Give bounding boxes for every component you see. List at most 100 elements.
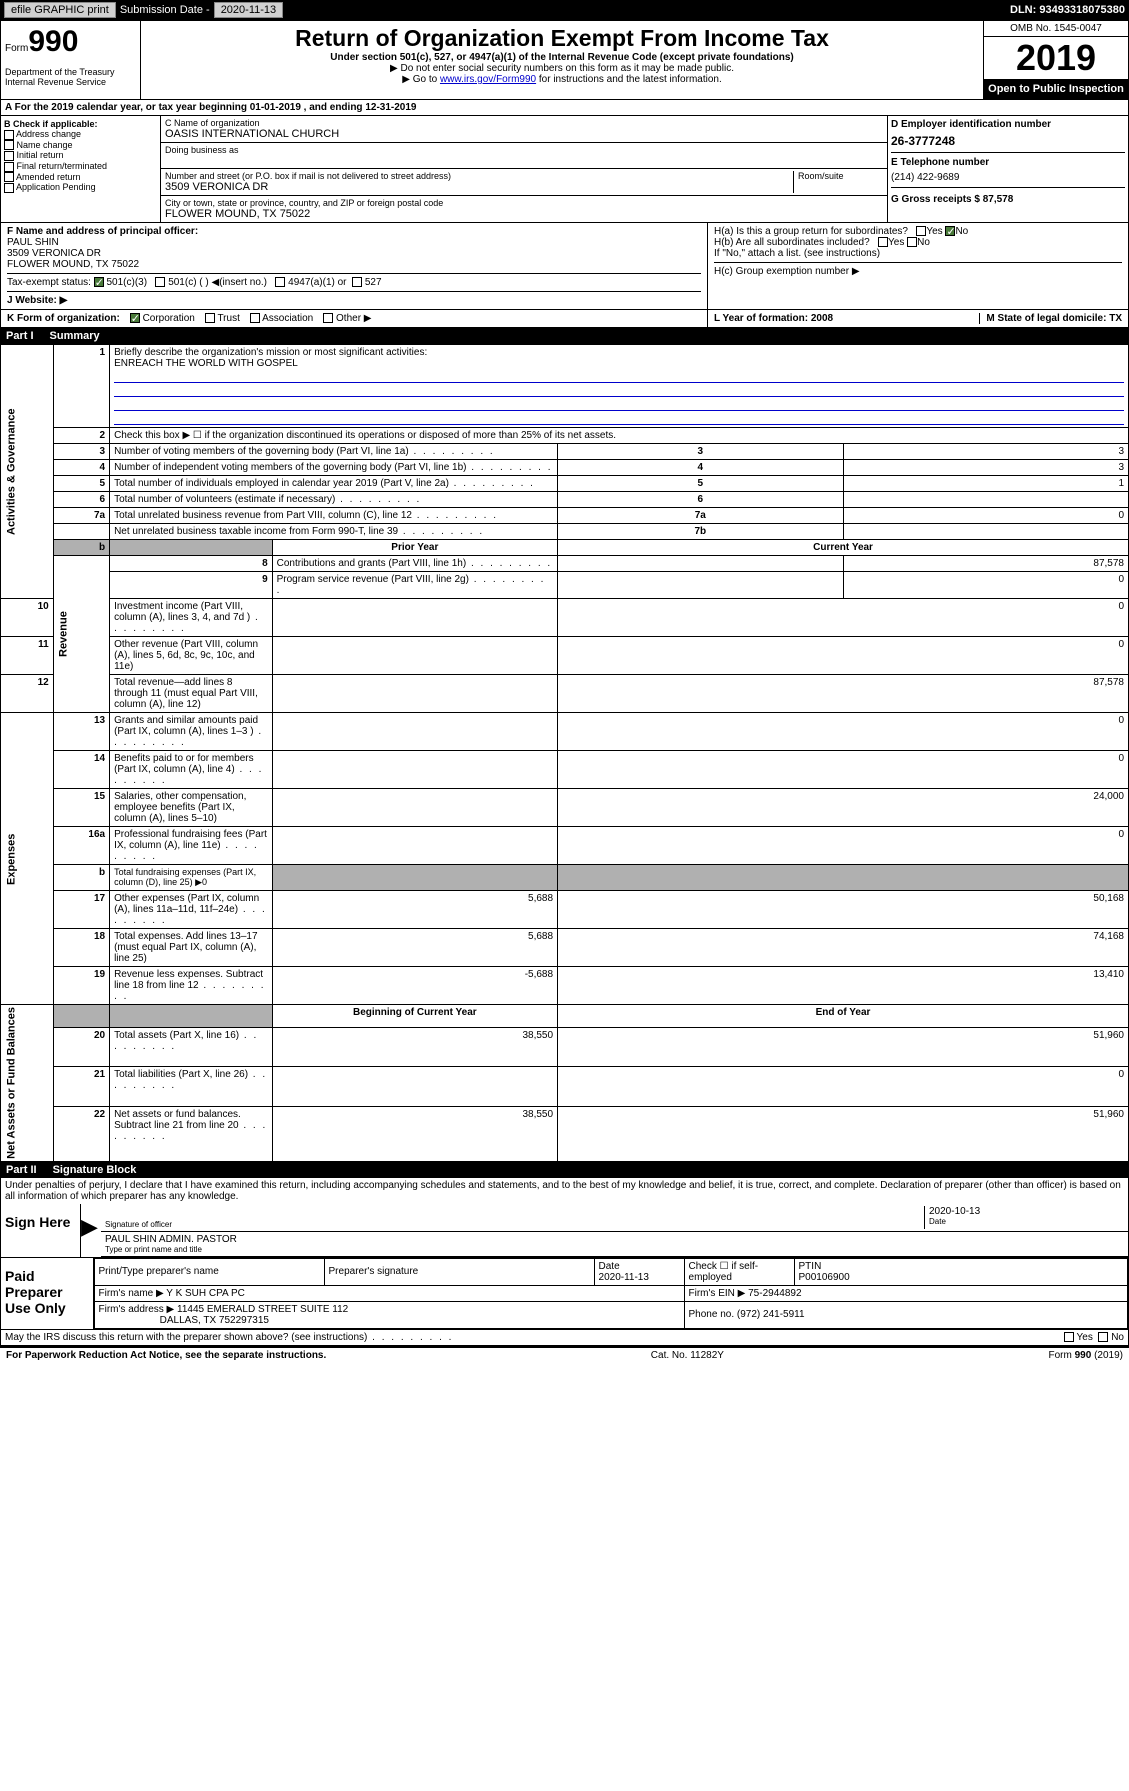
chk-corp[interactable] [130,313,140,323]
box-b-label: B Check if applicable: [4,119,157,129]
chk-final[interactable]: Final return/terminated [4,161,157,172]
discuss-no[interactable] [1098,1332,1108,1342]
firm-phone-label: Phone no. [689,1309,735,1320]
vlabel-expenses: Expenses [1,713,54,1005]
print-name-label: Type or print name and title [105,1245,237,1254]
hb-no[interactable] [907,237,917,247]
tax-year: 2019 [984,37,1128,79]
chk-address[interactable]: Address change [4,129,157,140]
ha-row: H(a) Is this a group return for subordin… [714,226,1122,237]
table-row: 14Benefits paid to or for members (Part … [1,751,1129,789]
perjury-text: Under penalties of perjury, I declare th… [1,1178,1128,1204]
hc-row: H(c) Group exemption number ▶ [714,262,1122,277]
q1-answer: ENREACH THE WORLD WITH GOSPEL [114,358,1124,369]
title-block: Return of Organization Exempt From Incom… [141,21,983,99]
opt-527: 527 [365,277,382,288]
beg-year-hdr: Beginning of Current Year [272,1005,557,1028]
org-address: 3509 VERONICA DR [165,181,793,193]
hb-yes[interactable] [878,237,888,247]
chk-527[interactable] [352,277,362,287]
chk-501c[interactable] [155,277,165,287]
year-formation: L Year of formation: 2008 [714,313,979,324]
firm-addr-label: Firm's address ▶ [99,1304,175,1315]
table-row: 6Total number of volunteers (estimate if… [1,492,1129,508]
tax-status-label: Tax-exempt status: [7,277,91,288]
chk-pending[interactable]: Application Pending [4,182,157,193]
instructions-link[interactable]: www.irs.gov/Form990 [440,74,536,85]
firm-ein: 75-2944892 [748,1288,801,1299]
prep-date: 2020-11-13 [599,1272,649,1283]
note2-pre: ▶ Go to [402,74,440,85]
sig-officer-label: Signature of officer [105,1220,924,1229]
table-row: 18Total expenses. Add lines 13–17 (must … [1,929,1129,967]
table-row: 12Total revenue—add lines 8 through 11 (… [1,675,1129,713]
part1-title: Summary [50,330,100,342]
ptin-hdr: PTIN [799,1261,822,1272]
hb-note: If "No," attach a list. (see instruction… [714,248,1122,259]
form-header: Form990 Department of the Treasury Inter… [0,20,1129,100]
dba-label: Doing business as [165,145,883,155]
ein-value: 26-3777248 [891,130,1125,152]
note2-post: for instructions and the latest informat… [536,74,722,85]
chk-other[interactable] [323,313,333,323]
officer-addr1: 3509 VERONICA DR [7,248,701,259]
table-row: 21Total liabilities (Part X, line 26)0 [1,1067,1129,1106]
footer-left: For Paperwork Reduction Act Notice, see … [6,1350,326,1361]
chk-501c3[interactable] [94,277,104,287]
hb-row: H(b) Are all subordinates included? Yes … [714,237,1122,248]
ha-yes[interactable] [916,226,926,236]
row-text: Number of voting members of the governin… [110,444,558,460]
form-prefix: Form [5,43,28,54]
opt-trust: Trust [217,313,239,324]
table-row: 17Other expenses (Part IX, column (A), l… [1,891,1129,929]
chk-trust[interactable] [205,313,215,323]
table-row: bTotal fundraising expenses (Part IX, co… [1,865,1129,891]
addr-label: Number and street (or P.O. box if mail i… [165,171,793,181]
prep-self-hdr: Check ☐ if self-employed [684,1258,794,1285]
discuss-yes[interactable] [1064,1332,1074,1342]
table-row: Net unrelated business taxable income fr… [1,524,1129,540]
part2-title: Signature Block [53,1164,137,1176]
chk-assoc[interactable] [250,313,260,323]
efile-button[interactable]: efile GRAPHIC print [4,2,116,18]
chk-amended[interactable]: Amended return [4,172,157,183]
current-year-hdr: Current Year [558,540,1129,556]
ha-no[interactable] [945,226,955,236]
gross-receipts: G Gross receipts $ 87,578 [891,187,1125,205]
firm-phone: (972) 241-5911 [737,1309,805,1320]
table-row: 10Investment income (Part VIII, column (… [1,599,1129,637]
row-value: 3 [843,444,1129,460]
paid-preparer-label: Paid Preparer Use Only [1,1258,94,1329]
form-title: Return of Organization Exempt From Incom… [145,25,979,52]
q2-text: Check this box ▶ ☐ if the organization d… [110,428,1129,444]
section-fhijk: F Name and address of principal officer:… [0,223,1129,328]
period-line: A For the 2019 calendar year, or tax yea… [0,100,1129,116]
table-row: 3 Number of voting members of the governi… [1,444,1129,460]
box-c: C Name of organization OASIS INTERNATION… [161,116,888,222]
chk-name[interactable]: Name change [4,140,157,151]
row-num: 1 [53,345,109,428]
form-subtitle: Under section 501(c), 527, or 4947(a)(1)… [145,52,979,63]
name-label: C Name of organization [165,118,883,128]
part1-num: Part I [6,330,50,342]
form-number: 990 [28,25,78,58]
table-row: 11Other revenue (Part VIII, column (A), … [1,637,1129,675]
officer-name: PAUL SHIN [7,237,701,248]
section-abcdef: B Check if applicable: Address change Na… [0,116,1129,223]
signature-section: Under penalties of perjury, I declare th… [0,1178,1129,1347]
officer-addr2: FLOWER MOUND, TX 75022 [7,259,701,270]
omb-number: OMB No. 1545-0047 [984,21,1128,37]
firm-addr1: 11445 EMERALD STREET SUITE 112 [177,1304,348,1315]
table-row: 9Program service revenue (Part VIII, lin… [1,572,1129,599]
prep-date-hdr: Date [599,1261,620,1272]
submission-date-button[interactable]: 2020-11-13 [214,2,283,18]
footer-right: Form 990 (2019) [1049,1350,1123,1361]
sig-date-label: Date [929,1217,1124,1226]
prep-name-hdr: Print/Type preparer's name [94,1258,324,1285]
chk-4947[interactable] [275,277,285,287]
tel-value: (214) 422-9689 [891,168,1125,187]
opt-501c3: 501(c)(3) [106,277,147,288]
chk-initial[interactable]: Initial return [4,150,157,161]
vlabel-governance: Activities & Governance [1,345,54,599]
prior-year-hdr: Prior Year [272,540,557,556]
